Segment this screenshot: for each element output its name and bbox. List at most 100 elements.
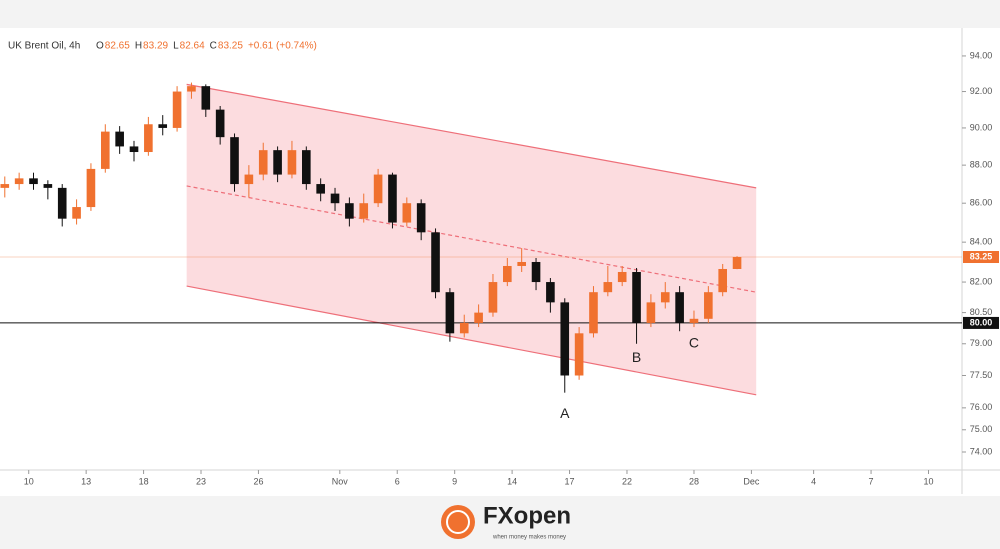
x-tick-label: 28 bbox=[689, 476, 699, 486]
legend-value: 82.65 bbox=[105, 41, 130, 52]
y-tick-label: 80.50 bbox=[970, 307, 993, 317]
candle-body bbox=[632, 271, 641, 323]
y-tick-label: 75.00 bbox=[970, 424, 993, 434]
change: +0.61 (+0.74%) bbox=[248, 41, 317, 52]
candle-body bbox=[689, 318, 699, 323]
candle-body bbox=[560, 302, 570, 376]
candle-body bbox=[258, 150, 268, 175]
candle-body bbox=[201, 86, 211, 110]
annotation: C bbox=[689, 334, 699, 350]
candle-body bbox=[187, 86, 196, 92]
candle-body bbox=[287, 150, 297, 175]
candle-body bbox=[244, 174, 254, 185]
candle-body bbox=[29, 178, 38, 185]
legend-key: H bbox=[135, 41, 142, 52]
y-tick-label: 88.00 bbox=[970, 160, 993, 170]
candle-body bbox=[129, 146, 139, 153]
legend-key: O bbox=[96, 41, 104, 52]
candle-body bbox=[603, 282, 613, 293]
price-label: 80.00 bbox=[970, 317, 993, 327]
logo-inner bbox=[446, 510, 470, 534]
x-tick-label: 4 bbox=[811, 476, 816, 486]
candle-body bbox=[589, 292, 598, 334]
candle-body bbox=[704, 292, 713, 319]
brand: FXopen bbox=[483, 502, 571, 529]
candle-body bbox=[345, 203, 354, 219]
candle-body bbox=[646, 302, 656, 323]
legend-value: 83.29 bbox=[143, 41, 168, 52]
candle-body bbox=[373, 174, 383, 204]
candle-body bbox=[158, 124, 168, 128]
y-tick-label: 94.00 bbox=[970, 50, 993, 60]
candle-body bbox=[660, 292, 670, 303]
x-tick-label: 10 bbox=[24, 476, 34, 486]
candle-body bbox=[431, 232, 440, 293]
candle-body bbox=[14, 178, 24, 185]
logo-mark bbox=[441, 505, 475, 539]
y-tick-label: 76.00 bbox=[970, 402, 993, 412]
y-tick-label: 74.00 bbox=[970, 446, 993, 456]
y-tick-label: 84.00 bbox=[970, 237, 993, 247]
footer: FXopen when money makes money bbox=[441, 502, 571, 541]
candle-body bbox=[57, 187, 67, 219]
candle-body bbox=[474, 312, 483, 323]
candle-body bbox=[388, 174, 397, 223]
x-tick-label: 23 bbox=[196, 476, 206, 486]
candle-body bbox=[230, 137, 239, 185]
candle-body bbox=[316, 184, 325, 194]
candle-body bbox=[330, 193, 340, 204]
x-tick-label: 6 bbox=[395, 476, 400, 486]
y-tick-label: 90.00 bbox=[970, 122, 993, 132]
x-tick-label: 17 bbox=[565, 476, 575, 486]
candle-body bbox=[144, 124, 153, 153]
candle-body bbox=[215, 109, 225, 138]
price-label: 83.25 bbox=[970, 251, 993, 261]
candle-body bbox=[732, 257, 742, 269]
candle-body bbox=[546, 282, 555, 303]
annotation: B bbox=[632, 349, 641, 365]
candle-body bbox=[302, 150, 311, 185]
x-tick-label: 10 bbox=[923, 476, 933, 486]
candle-body bbox=[86, 168, 96, 208]
y-tick-label: 79.00 bbox=[970, 338, 993, 348]
y-tick-label: 82.00 bbox=[970, 276, 993, 286]
candle-body bbox=[531, 261, 541, 283]
candle-body bbox=[359, 203, 369, 219]
chart-background bbox=[0, 28, 1000, 496]
x-tick-label: 26 bbox=[253, 476, 263, 486]
candle-body bbox=[100, 131, 110, 169]
channel-lower bbox=[186, 285, 757, 396]
legend-value: 83.25 bbox=[218, 41, 243, 52]
candle-body bbox=[574, 333, 584, 376]
tagline: when money makes money bbox=[492, 535, 566, 541]
x-tick-label: 22 bbox=[622, 476, 632, 486]
x-tick-label: 18 bbox=[139, 476, 149, 486]
price-label-box bbox=[963, 251, 999, 264]
y-tick-label: 77.50 bbox=[970, 370, 993, 380]
candle-body bbox=[72, 207, 81, 219]
candle-body bbox=[43, 184, 53, 188]
x-tick-label: 13 bbox=[81, 476, 91, 486]
candle-body bbox=[617, 271, 627, 283]
symbol: UK Brent Oil, 4h bbox=[8, 41, 80, 52]
x-tick-label: 9 bbox=[452, 476, 457, 486]
y-tick-label: 92.00 bbox=[970, 86, 993, 96]
candle-body bbox=[517, 261, 526, 266]
annotation: A bbox=[560, 405, 570, 421]
candle-body bbox=[273, 150, 282, 175]
candle-body bbox=[503, 265, 512, 283]
x-tick-label: Dec bbox=[743, 476, 760, 486]
legend-value: 82.64 bbox=[180, 41, 205, 52]
candle-body bbox=[402, 203, 412, 223]
channel-mid bbox=[186, 185, 757, 293]
candle-body bbox=[445, 292, 455, 334]
candle-body bbox=[459, 322, 469, 334]
price-label-box bbox=[963, 316, 999, 329]
candle-body bbox=[718, 268, 728, 293]
candle-body bbox=[416, 203, 426, 233]
x-tick-label: 7 bbox=[869, 476, 874, 486]
candle-body bbox=[675, 292, 684, 323]
candle-body bbox=[115, 131, 124, 147]
